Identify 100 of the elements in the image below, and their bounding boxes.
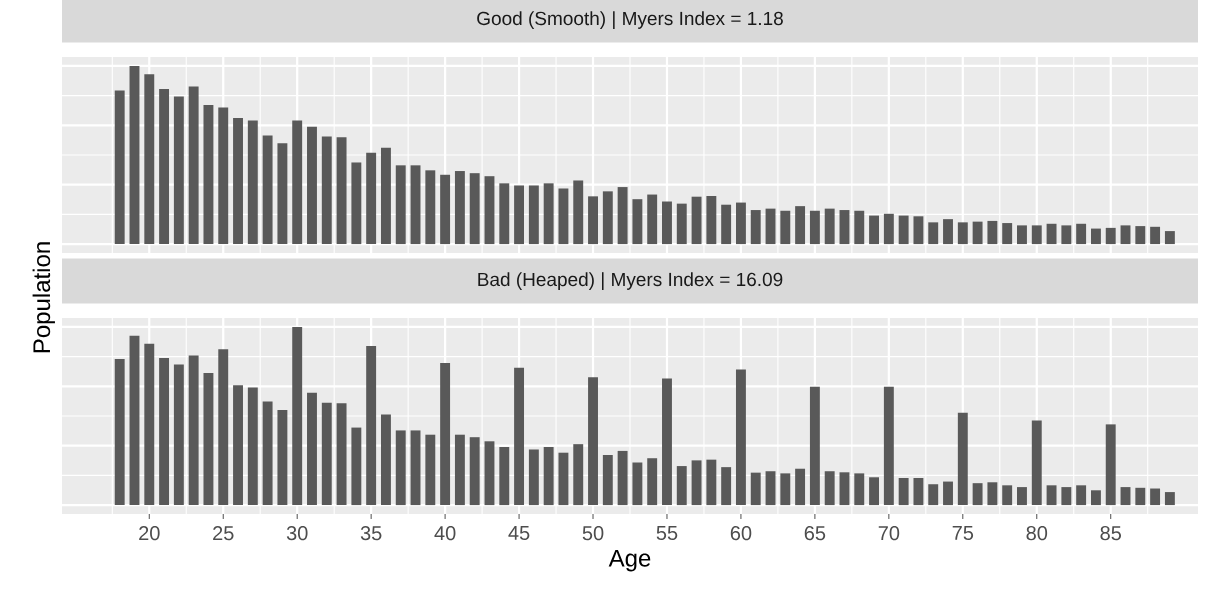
bar — [691, 196, 702, 245]
bar — [307, 392, 317, 506]
bar — [898, 215, 909, 245]
bar — [765, 471, 776, 506]
bar — [425, 170, 436, 245]
x-tick-label: 80 — [1026, 526, 1048, 541]
bar — [366, 152, 377, 245]
bar — [129, 335, 140, 506]
chart-title: Bad (Heaped) | Myers Index = 16.09 — [478, 272, 783, 290]
bar — [588, 196, 598, 245]
bar — [573, 444, 584, 506]
bar — [987, 220, 998, 245]
bar — [1150, 488, 1161, 506]
bar — [913, 478, 924, 506]
bar — [307, 126, 317, 245]
bar — [795, 468, 806, 506]
bar — [839, 472, 850, 506]
x-tick-label: 20 — [139, 526, 160, 541]
bar — [691, 460, 702, 506]
bar — [543, 183, 554, 245]
bar — [351, 162, 362, 245]
bar — [647, 194, 658, 245]
bar — [247, 387, 258, 506]
x-tick-label: 25 — [213, 526, 234, 541]
bar — [321, 136, 332, 245]
bar — [558, 452, 569, 506]
bar — [410, 165, 421, 245]
bar — [573, 180, 584, 245]
bar — [676, 203, 687, 245]
bar — [913, 216, 924, 245]
bar — [617, 187, 628, 245]
bar — [602, 455, 613, 506]
bar — [188, 355, 199, 506]
bar — [780, 210, 791, 245]
x-tick-label: 45 — [508, 526, 530, 541]
bar — [1046, 223, 1057, 245]
bar — [1017, 225, 1027, 245]
bar — [277, 143, 288, 245]
bar — [1031, 225, 1042, 245]
bar — [321, 402, 332, 506]
x-tick-label: 30 — [286, 526, 308, 541]
bar — [735, 369, 746, 506]
bar — [987, 482, 998, 506]
bar — [336, 137, 347, 245]
bar — [1061, 225, 1072, 245]
bar — [869, 215, 880, 245]
bar — [425, 434, 436, 506]
bar — [809, 386, 820, 506]
bar — [366, 345, 377, 506]
bar — [1090, 490, 1101, 506]
bar — [750, 472, 761, 506]
bar — [602, 191, 613, 245]
bar — [662, 201, 672, 245]
bar — [795, 206, 806, 245]
bar — [114, 90, 125, 245]
bar — [1120, 225, 1131, 245]
bar — [809, 210, 820, 245]
bar — [750, 210, 761, 245]
bar — [869, 477, 880, 506]
bar — [380, 147, 391, 245]
bar — [721, 467, 732, 506]
bar — [469, 173, 480, 245]
x-tick-label: 65 — [804, 526, 826, 541]
bar — [543, 447, 554, 506]
bar — [292, 326, 303, 506]
bar — [1031, 420, 1042, 506]
bar — [1017, 487, 1027, 506]
bar — [144, 343, 155, 506]
bar — [528, 185, 539, 245]
bar — [617, 450, 628, 506]
bar — [351, 427, 362, 506]
bar — [262, 135, 273, 245]
bar — [780, 473, 791, 506]
bar — [277, 409, 288, 506]
bar — [410, 430, 421, 506]
bar — [735, 202, 746, 245]
bar — [854, 210, 865, 245]
x-tick-label: 70 — [878, 526, 900, 541]
bar — [203, 104, 214, 245]
bar — [943, 481, 953, 506]
x-tick-label: 55 — [656, 526, 678, 541]
bar — [632, 462, 643, 506]
bar — [159, 89, 170, 245]
bar — [484, 441, 495, 506]
bar — [1135, 487, 1146, 506]
bar — [440, 174, 451, 245]
bar — [484, 176, 495, 245]
bar — [262, 401, 273, 506]
bar — [706, 459, 717, 506]
bar — [706, 195, 717, 245]
x-tick-label: 35 — [360, 526, 382, 541]
bar — [1105, 424, 1116, 506]
bar — [173, 96, 184, 245]
x-tick-label: 75 — [952, 526, 974, 541]
bar — [898, 478, 909, 506]
bar — [203, 373, 214, 506]
bar — [943, 219, 953, 245]
bar — [883, 213, 894, 245]
bar — [972, 483, 983, 506]
bar — [1135, 226, 1146, 245]
